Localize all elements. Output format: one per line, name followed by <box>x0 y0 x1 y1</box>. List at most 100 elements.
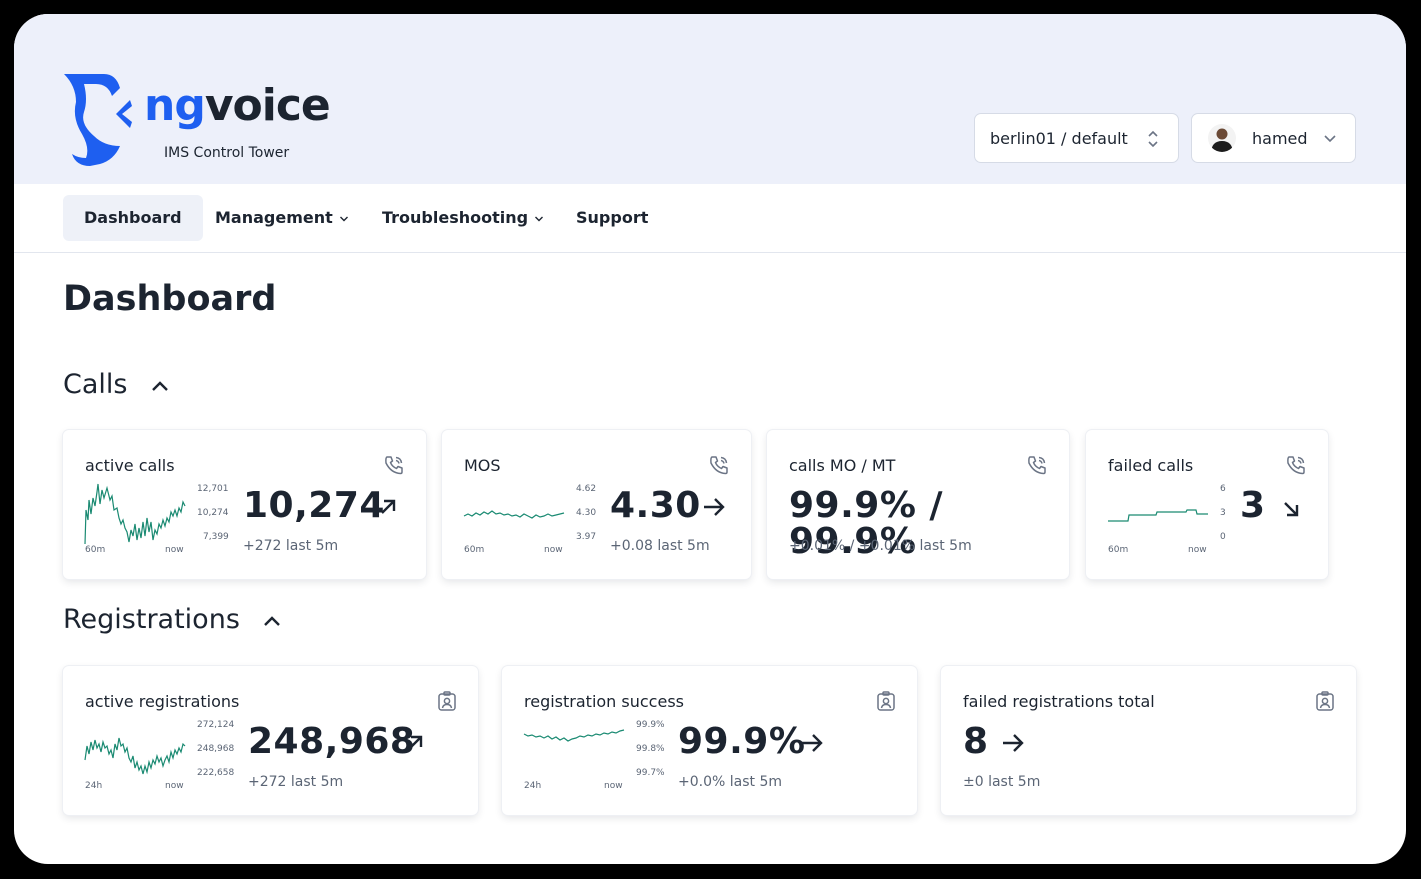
tick-current: 3 <box>1220 508 1226 518</box>
tick-current: 10,274 <box>197 508 229 518</box>
tick-current: 4.30 <box>576 508 597 518</box>
metric-value: 4.30 <box>610 485 701 526</box>
phone-icon <box>1028 456 1046 475</box>
card-label: calls MO / MT <box>789 456 896 475</box>
metric-delta: +0.01% / +0.01% last 5m <box>789 538 972 554</box>
card-failed-calls[interactable]: failed calls 60m now 6 3 0 3 <box>1086 430 1328 579</box>
nav-management-label: Management <box>215 208 333 227</box>
header: ngvoice IMS Control Tower berlin01 / def… <box>14 14 1406 184</box>
card-calls-mo-mt[interactable]: calls MO / MT 99.9% / 99.9% +0.01% / +0.… <box>767 430 1069 579</box>
brand-name-ng: ng <box>144 80 206 131</box>
sparkline-active-calls <box>84 483 186 545</box>
axis-end-label: now <box>604 781 623 791</box>
section-calls-title: Calls <box>63 369 128 400</box>
page-title: Dashboard <box>63 279 277 319</box>
tick-high: 99.9% <box>636 720 665 730</box>
card-mos[interactable]: MOS 60m now 4.62 4.30 3.97 4.30 +0.08 la… <box>442 430 751 579</box>
card-label: failed registrations total <box>963 692 1155 711</box>
card-active-calls[interactable]: active calls 60m now 12,701 10,274 7,399… <box>63 430 426 579</box>
chevron-down-icon <box>1324 135 1336 143</box>
nav-support[interactable]: Support <box>576 208 649 227</box>
arrow-up-right-icon <box>408 735 423 750</box>
ngvoice-logo-icon <box>64 74 132 166</box>
section-registrations-title: Registrations <box>63 604 240 635</box>
brand-subtitle: IMS Control Tower <box>164 145 290 161</box>
sparkline-mos <box>463 510 565 519</box>
nav-dashboard[interactable]: Dashboard <box>63 195 203 241</box>
tick-current: 248,968 <box>197 744 235 754</box>
metric-delta: +0.0% last 5m <box>678 774 782 790</box>
phone-icon <box>710 456 728 475</box>
tenant-selector-value: berlin01 / default <box>990 128 1128 148</box>
metric-value: 248,968 <box>248 721 416 762</box>
axis-end-label: now <box>165 545 184 555</box>
metric-value: 10,274 <box>243 485 385 526</box>
tick-low: 222,658 <box>197 768 235 778</box>
metric-value: 8 <box>963 721 989 762</box>
id-badge-icon <box>1316 691 1334 711</box>
tick-low: 7,399 <box>203 532 229 542</box>
axis-end-label: now <box>544 545 563 555</box>
nav-troubleshooting[interactable]: Troubleshooting <box>382 195 544 241</box>
card-label: active registrations <box>85 692 240 711</box>
card-label: registration success <box>524 692 684 711</box>
phone-icon <box>1287 456 1305 475</box>
arrow-right-icon <box>1003 734 1024 752</box>
arrow-right-icon <box>704 498 725 516</box>
nav-management[interactable]: Management <box>215 195 349 241</box>
id-badge-icon <box>438 691 456 711</box>
arrow-up-right-icon <box>381 499 396 514</box>
tick-high: 272,124 <box>197 720 235 730</box>
sparkline-active-registrations <box>84 737 186 775</box>
metric-delta: +272 last 5m <box>243 538 339 554</box>
metric-value: 3 <box>1240 485 1266 526</box>
user-menu[interactable]: hamed <box>1191 113 1356 163</box>
axis-end-label: now <box>165 781 184 791</box>
avatar <box>1208 124 1236 152</box>
axis-start-label: 60m <box>1108 545 1129 555</box>
arrow-right-icon <box>802 734 823 752</box>
user-name: hamed <box>1252 128 1308 148</box>
updown-chevron-icon <box>1148 130 1158 148</box>
tick-high: 12,701 <box>197 484 229 494</box>
tick-low: 99.7% <box>636 768 665 778</box>
axis-end-label: now <box>1188 545 1207 555</box>
brand-wordmark: ngvoice <box>144 84 331 128</box>
metric-value: 99.9% / 99.9% <box>789 485 944 562</box>
tick-low: 3.97 <box>576 532 597 542</box>
axis-start-label: 60m <box>464 545 485 555</box>
card-failed-registrations[interactable]: failed registrations total 8 ±0 last 5m <box>941 666 1356 815</box>
tenant-selector[interactable]: berlin01 / default <box>974 113 1179 163</box>
metric-value: 99.9% <box>678 721 806 762</box>
axis-start-label: 60m <box>85 545 106 555</box>
brand-name-voice: voice <box>204 80 331 131</box>
chevron-up-icon <box>152 380 168 391</box>
chevron-up-icon <box>264 615 281 626</box>
chevron-down-icon <box>339 216 348 221</box>
metric-delta: ±0 last 5m <box>963 774 1041 790</box>
axis-start-label: 24h <box>524 781 542 791</box>
card-label: active calls <box>85 456 175 475</box>
main-nav: Dashboard Management Troubleshooting Sup… <box>14 184 1406 253</box>
section-registrations-toggle[interactable]: Registrations <box>63 606 282 633</box>
card-label: failed calls <box>1108 456 1194 475</box>
metric-delta: +0.08 last 5m <box>610 538 710 554</box>
sparkline-failed-calls <box>1108 509 1208 522</box>
section-calls-toggle[interactable]: Calls <box>63 371 170 398</box>
nav-troubleshooting-label: Troubleshooting <box>382 208 529 227</box>
chevron-down-icon <box>535 216 544 221</box>
id-badge-icon <box>877 691 895 711</box>
card-registration-success[interactable]: registration success 24h now 99.9% 99.8%… <box>502 666 917 815</box>
phone-icon <box>385 456 403 475</box>
app-window: ngvoice IMS Control Tower berlin01 / def… <box>14 14 1406 864</box>
arrow-down-right-icon <box>1284 502 1299 517</box>
card-active-registrations[interactable]: active registrations 24h now 272,124 248… <box>63 666 478 815</box>
tick-high: 6 <box>1220 484 1226 494</box>
sparkline-registration-success <box>523 729 625 742</box>
axis-start-label: 24h <box>85 781 103 791</box>
tick-high: 4.62 <box>576 484 597 494</box>
tick-low: 0 <box>1220 532 1226 542</box>
metric-delta: +272 last 5m <box>248 774 344 790</box>
card-label: MOS <box>464 456 501 475</box>
tick-current: 99.8% <box>636 744 665 754</box>
